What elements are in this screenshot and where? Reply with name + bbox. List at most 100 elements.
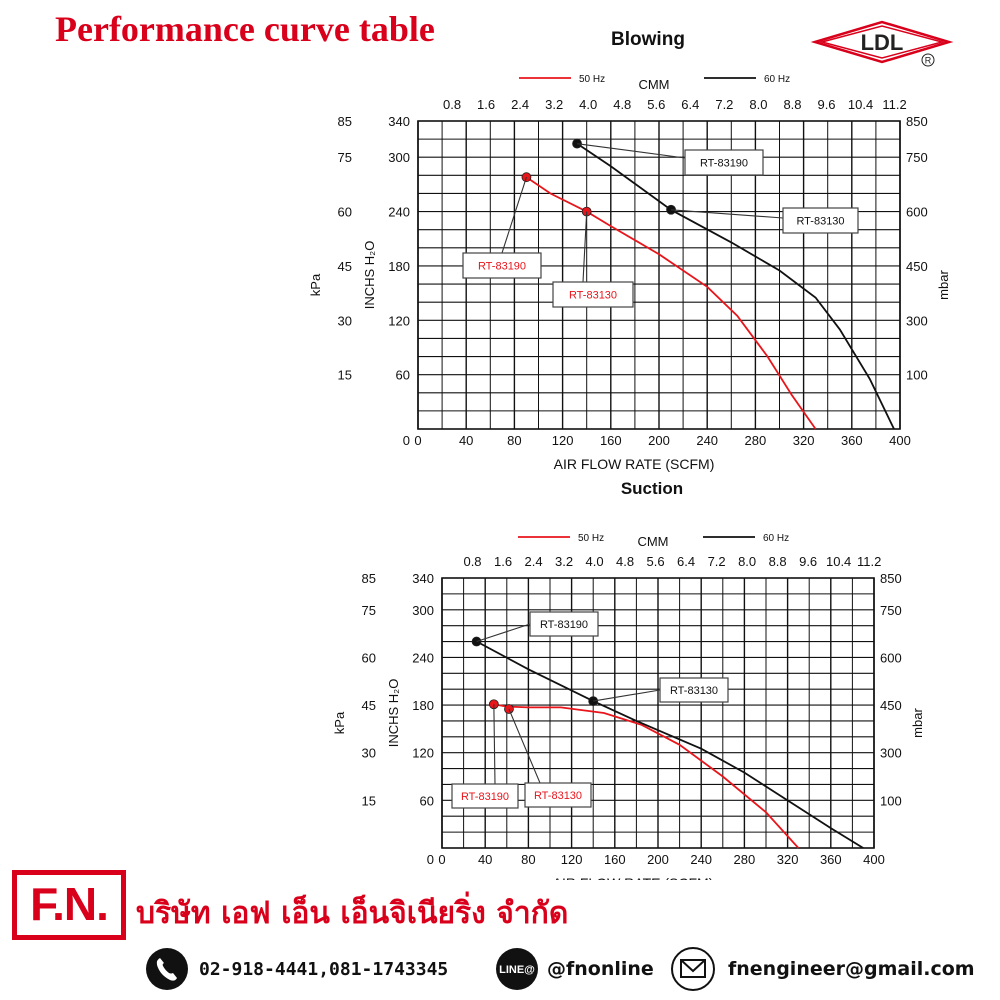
callout-box	[659, 677, 729, 703]
cmm-tick-label: 9.6	[817, 97, 835, 112]
data-point	[588, 696, 599, 706]
mbar-tick-label: 100	[906, 368, 928, 383]
callout-label: RT-83190	[700, 158, 748, 170]
mbar-axis-label: mbar	[910, 708, 925, 738]
x-tick-label: 80	[507, 433, 521, 448]
callout-label: RT-83130	[796, 216, 844, 228]
company-name: บริษัท เอฟ เอ็น เอ็นจิเนียริ่ง จำกัด	[136, 896, 569, 931]
suction-chart: 0 40 80 120 160 200 240 280 320 360 400 AIR FLOW RA…	[332, 533, 925, 880]
cmm-tick-label: 3.2	[555, 554, 573, 569]
y-tick-label: 60	[396, 368, 410, 383]
x-tick-label: 400	[889, 433, 911, 448]
cmm-tick-label: 6.4	[681, 97, 699, 112]
mbar-tick-label: 450	[906, 259, 928, 274]
cmm-tick-label: 5.6	[647, 97, 665, 112]
x-tick-label: 80	[521, 852, 535, 867]
ldl-logo: LDL R	[810, 20, 954, 67]
contact-bar: 02-918-4441,081-1743345 LINE@ @fnonline …	[145, 944, 990, 994]
cmm-axis-label: CMM	[637, 534, 668, 549]
callout: RT-83190	[451, 704, 519, 809]
mbar-tick-label: 300	[906, 313, 928, 328]
plot-frame	[441, 577, 875, 849]
kpa-tick-label: 15	[338, 368, 352, 383]
callout: RT-83190	[476, 611, 599, 643]
x-tick-label: 240	[690, 852, 712, 867]
phone-contact[interactable]: 02-918-4441,081-1743345	[145, 944, 448, 994]
legend-label: 60 Hz	[763, 533, 789, 544]
y-tick-label-zero: 0	[403, 433, 410, 448]
cmm-tick-label: 8.8	[783, 97, 801, 112]
mbar-tick-label: 600	[906, 205, 928, 220]
cmm-tick-label: 4.0	[579, 97, 597, 112]
cmm-tick-label: 10.4	[848, 97, 873, 112]
cmm-tick-label: 1.6	[494, 554, 512, 569]
callout-box	[524, 782, 592, 808]
cmm-tick-label: 8.8	[769, 554, 787, 569]
chart-title: Suction	[621, 479, 683, 498]
series-line-50hz	[493, 703, 800, 849]
cmm-tick-label: 7.2	[708, 554, 726, 569]
x-tick-label: 160	[600, 433, 622, 448]
kpa-tick-label: 45	[362, 698, 376, 713]
y-tick-label: 240	[388, 205, 410, 220]
kpa-tick-label: 60	[362, 650, 376, 665]
callout-label: RT-83190	[461, 791, 509, 803]
line-badge-text: LINE@	[499, 964, 535, 976]
mbar-tick-label: 100	[880, 793, 902, 808]
y-tick-label: 180	[388, 259, 410, 274]
cmm-tick-label: 4.8	[616, 554, 634, 569]
y-tick-label: 340	[412, 571, 434, 586]
callout-label: RT-83190	[478, 261, 526, 273]
mbar-tick-label: 750	[880, 603, 902, 618]
kpa-tick-label: 15	[362, 793, 376, 808]
y-axis-label: INCHS H₂O	[362, 241, 377, 310]
callout-box	[782, 207, 859, 234]
x-tick-label: 280	[734, 852, 756, 867]
x-tick-label: 360	[820, 852, 842, 867]
x-tick-label: 0	[438, 852, 445, 867]
x-tick-label: 200	[647, 852, 669, 867]
callout-box	[684, 149, 764, 176]
kpa-tick-label: 30	[338, 313, 352, 328]
y-tick-label: 60	[420, 793, 434, 808]
kpa-axis-label: kPa	[332, 711, 347, 734]
y-tick-label: 180	[412, 698, 434, 713]
cmm-tick-label: 6.4	[677, 554, 695, 569]
callout-label: RT-83130	[670, 685, 718, 697]
x-tick-label: 320	[777, 852, 799, 867]
mbar-tick-label: 600	[880, 650, 902, 665]
y-tick-label: 300	[412, 603, 434, 618]
series-line-60hz	[576, 142, 895, 430]
mbar-tick-label: 750	[906, 150, 928, 165]
kpa-tick-label: 85	[338, 114, 352, 129]
cmm-tick-label: 2.4	[524, 554, 542, 569]
legend: 50 Hz 60 Hz	[519, 74, 790, 85]
callout-leader	[508, 708, 550, 784]
callout-label: RT-83130	[534, 790, 582, 802]
blowing-chart: Blowing 0 40 80 120 160 200 240 280 320 360 400 AIR …	[308, 29, 951, 498]
x-tick-label: 40	[459, 433, 473, 448]
email-contact[interactable]: fnengineer@gmail.com	[670, 944, 975, 994]
line-contact[interactable]: LINE@ @fnonline	[495, 944, 654, 994]
page-title: Performance curve table	[55, 9, 435, 49]
cmm-tick-label: 1.6	[477, 97, 495, 112]
callout-box	[552, 281, 634, 308]
callout-label: RT-83190	[540, 619, 588, 631]
cmm-tick-label: 7.2	[715, 97, 733, 112]
y-tick-label-zero: 0	[427, 852, 434, 867]
x-tick-label: 120	[561, 852, 583, 867]
cmm-tick-label: 4.0	[586, 554, 604, 569]
callout-leader	[671, 209, 793, 219]
y-tick-label: 120	[388, 313, 410, 328]
callout-box	[451, 783, 519, 809]
cmm-tick-label: 0.8	[443, 97, 461, 112]
cmm-tick-label: 0.8	[463, 554, 481, 569]
kpa-tick-label: 60	[338, 205, 352, 220]
envelope-icon	[671, 947, 715, 991]
y-tick-label: 120	[412, 746, 434, 761]
callout: RT-83190	[576, 143, 764, 176]
line-id: @fnonline	[547, 958, 654, 980]
callout: RT-83130	[508, 708, 592, 808]
x-tick-label: 320	[793, 433, 815, 448]
kpa-tick-label: 85	[362, 571, 376, 586]
